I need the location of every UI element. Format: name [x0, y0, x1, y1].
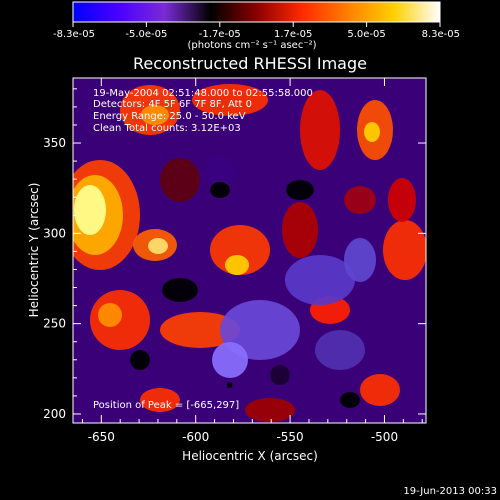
intensity-blob	[364, 122, 380, 142]
intensity-blob	[210, 225, 270, 275]
intensity-blob	[220, 300, 300, 360]
info-time-range: 19-May-2004 02:51:48.000 to 02:55:58.000	[93, 88, 313, 99]
y-axis-ticks: 200 250 300 350	[43, 88, 426, 421]
info-detectors: Detectors: 4F 5F 6F 7F 8F, Att 0	[93, 99, 252, 110]
intensity-blob	[340, 392, 360, 408]
y-tick-label: 300	[43, 226, 66, 240]
footer-timestamp: 19-Jun-2013 00:33	[403, 486, 497, 497]
info-energy-range: Energy Range: 25.0 - 50.0 keV	[93, 111, 246, 122]
x-tick-label: -550	[276, 430, 303, 444]
peak-position-label: Position of Peak = [-665,297]	[93, 400, 239, 411]
intensity-blob	[383, 220, 426, 280]
intensity-blob	[360, 374, 400, 406]
intensity-blob	[344, 238, 376, 282]
intensity-blob	[98, 303, 122, 327]
y-tick-label: 250	[43, 317, 66, 331]
x-tick-label: -650	[88, 430, 115, 444]
x-axis-label: Heliocentric X (arcsec)	[182, 449, 318, 463]
image-area	[73, 78, 426, 423]
intensity-blob	[204, 156, 236, 184]
colorbar-tick-label: 8.3e-05	[422, 29, 460, 40]
colorbar-ticks: -8.3e-05 -5.0e-05 -1.7e-05 1.7e-05 5.0e-05 8.…	[53, 22, 460, 40]
intensity-blob	[192, 84, 268, 116]
colorbar-tick-label: 1.7e-05	[274, 29, 312, 40]
peak-marker	[227, 382, 233, 388]
plot-frame	[72, 77, 427, 424]
intensity-blob	[162, 278, 198, 302]
x-axis-ticks: -650 -600 -550 -500	[81, 78, 423, 444]
intensity-blob	[160, 158, 200, 202]
intensity-blob	[212, 342, 248, 378]
intensity-blob	[285, 255, 355, 305]
intensity-blob	[225, 255, 249, 275]
intensity-blob	[148, 238, 168, 254]
colorbar	[72, 1, 441, 23]
x-tick-label: -600	[182, 430, 209, 444]
intensity-blob	[210, 182, 230, 198]
y-axis-label: Heliocentric Y (arcsec)	[27, 183, 41, 318]
intensity-blob	[141, 105, 169, 125]
intensity-map	[73, 84, 426, 422]
intensity-blob	[130, 350, 150, 370]
intensity-blob	[74, 185, 106, 235]
intensity-blob	[160, 312, 240, 348]
intensity-blob	[344, 186, 376, 214]
colorbar-tick-label: 5.0e-05	[347, 29, 385, 40]
x-tick-label: -500	[371, 430, 398, 444]
intensity-blob	[300, 90, 340, 170]
colorbar-tick-label: -8.3e-05	[53, 29, 95, 40]
intensity-blob	[245, 398, 295, 422]
colorbar-tick-label: -5.0e-05	[125, 29, 167, 40]
intensity-blob	[140, 388, 180, 412]
y-tick-label: 350	[43, 136, 66, 150]
intensity-blob	[270, 365, 290, 385]
info-clean-counts: Clean Total counts: 3.12E+03	[93, 123, 241, 134]
y-tick-label: 200	[43, 407, 66, 421]
plot-title: Reconstructed RHESSI Image	[133, 54, 367, 73]
colorbar-unit-label: (photons cm⁻² s⁻¹ asec⁻²)	[187, 40, 316, 51]
colorbar-tick-label: -1.7e-05	[199, 29, 241, 40]
intensity-blob	[282, 202, 318, 258]
intensity-blob	[315, 330, 365, 370]
intensity-blob	[388, 178, 416, 222]
intensity-blob	[286, 180, 314, 200]
